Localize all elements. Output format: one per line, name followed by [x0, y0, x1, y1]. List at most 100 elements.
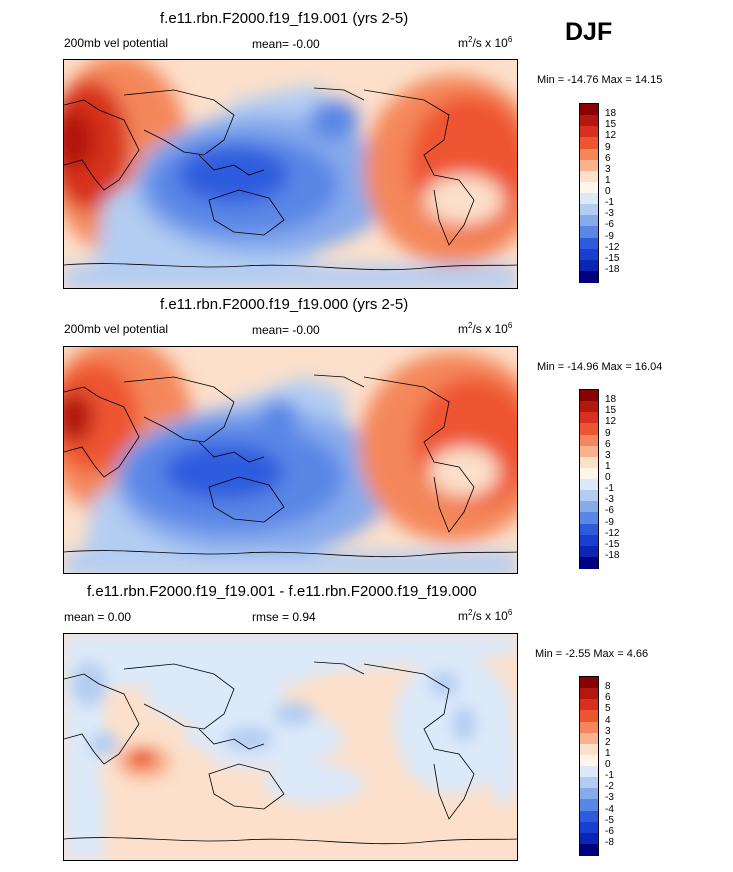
panel2-map — [63, 346, 518, 574]
colorbar-swatch — [580, 534, 598, 547]
colorbar-swatch — [580, 523, 598, 536]
colorbar-tick-label: -12 — [605, 241, 620, 253]
panel2-field-plot — [64, 347, 517, 573]
panel2-units: m2/s x 106 — [458, 321, 513, 336]
colorbar-tick-label: 4 — [605, 714, 611, 726]
panel3-mean-label: mean = 0.00 — [64, 610, 132, 624]
colorbar-tick-label: -5 — [605, 814, 614, 826]
panel2-coastlines — [64, 374, 517, 558]
colorbar-swatch — [580, 445, 598, 458]
colorbar-tick-label: 3 — [605, 163, 611, 175]
colorbar-swatch — [580, 777, 598, 789]
colorbar-tick-label: 0 — [605, 186, 611, 197]
colorbar-swatch — [580, 710, 598, 722]
colorbar-tick-label: 1 — [605, 460, 611, 472]
panel1-variable-label: 200mb vel potential — [64, 36, 169, 50]
panel1-units: m2/s x 106 — [458, 35, 513, 50]
colorbar-tick-label: 18 — [605, 394, 617, 406]
panel2-colorbar-swatches — [579, 389, 599, 569]
colorbar-tick-label: -18 — [605, 263, 620, 275]
colorbar-swatch — [580, 490, 598, 502]
colorbar-swatch — [580, 501, 598, 513]
panel1-coastlines — [64, 87, 517, 271]
panel1-title: f.e11.rbn.F2000.f19_f19.001 (yrs 2-5) — [160, 10, 409, 27]
colorbar-tick-label: -2 — [605, 781, 614, 793]
colorbar-swatch — [580, 688, 598, 700]
colorbar-swatch — [580, 215, 598, 227]
colorbar-tick-label: -12 — [605, 527, 620, 539]
panel1-map — [63, 59, 518, 289]
colorbar-swatch — [580, 270, 598, 283]
panel3-colorbar-swatches — [579, 676, 599, 856]
colorbar-tick-label: 12 — [605, 416, 617, 428]
colorbar-tick-label: -6 — [605, 825, 614, 837]
colorbar-swatch — [580, 226, 598, 238]
colorbar-tick-label: 6 — [605, 438, 611, 450]
panel1-field-plot — [64, 60, 517, 288]
panel2-mean-label: mean= -0.00 — [252, 323, 320, 337]
colorbar-swatch — [580, 799, 598, 811]
season-label: DJF — [565, 18, 613, 46]
colorbar-tick-label: 6 — [605, 152, 611, 164]
colorbar-swatch — [580, 832, 598, 845]
colorbar-tick-label: 0 — [605, 759, 611, 770]
colorbar-swatch — [580, 159, 598, 172]
colorbar-tick-label: 18 — [605, 108, 617, 120]
colorbar-tick-label: 9 — [605, 141, 611, 153]
panel3-coastlines — [64, 661, 517, 845]
panel3-title: f.e11.rbn.F2000.f19_f19.001 - f.e11.rbn.… — [87, 583, 477, 600]
colorbar-swatch — [580, 467, 598, 480]
colorbar-swatch — [580, 754, 598, 767]
colorbar-tick-label: -9 — [605, 230, 614, 242]
panel3-units: m2/s x 106 — [458, 608, 513, 623]
colorbar-tick-label: -1 — [605, 197, 614, 209]
colorbar-tick-label: 15 — [605, 405, 617, 417]
panel3-rmse-label: rmse = 0.94 — [252, 610, 316, 624]
colorbar-swatch — [580, 204, 598, 216]
colorbar-tick-label: 3 — [605, 725, 611, 737]
panel1-mean-label: mean= -0.00 — [252, 37, 320, 51]
colorbar-swatch — [580, 148, 598, 161]
colorbar-swatch — [580, 115, 598, 127]
colorbar-tick-label: -1 — [605, 770, 614, 782]
colorbar-swatch — [580, 181, 598, 194]
colorbar-tick-label: -6 — [605, 505, 614, 517]
colorbar-swatch — [580, 401, 598, 413]
colorbar-swatch — [580, 843, 598, 856]
colorbar-swatch — [580, 810, 598, 823]
colorbar-tick-label: -4 — [605, 803, 614, 815]
colorbar-swatch — [580, 126, 598, 138]
colorbar-tick-label: 2 — [605, 736, 611, 748]
colorbar-tick-label: 0 — [605, 472, 611, 483]
colorbar-swatch — [580, 556, 598, 569]
colorbar-swatch — [580, 412, 598, 424]
colorbar-tick-label: 12 — [605, 130, 617, 142]
colorbar-tick-label: 6 — [605, 692, 611, 704]
colorbar-tick-label: -18 — [605, 549, 620, 561]
colorbar-tick-label: 3 — [605, 449, 611, 461]
colorbar-swatch — [580, 390, 598, 402]
colorbar-swatch — [580, 456, 598, 469]
colorbar-tick-label: 9 — [605, 427, 611, 439]
panel1-minmax: Min = -14.76 Max = 14.15 — [537, 74, 663, 86]
colorbar-tick-label: -15 — [605, 538, 620, 550]
colorbar-tick-label: -15 — [605, 252, 620, 264]
colorbar-tick-label: -9 — [605, 516, 614, 528]
colorbar-tick-label: 15 — [605, 119, 617, 131]
colorbar-tick-label: -6 — [605, 219, 614, 231]
colorbar-swatch — [580, 104, 598, 116]
panel1-colorbar-swatches — [579, 103, 599, 283]
colorbar-swatch — [580, 766, 598, 778]
panel2-title: f.e11.rbn.F2000.f19_f19.000 (yrs 2-5) — [160, 296, 409, 313]
colorbar-swatch — [580, 137, 598, 149]
colorbar-tick-label: 1 — [605, 174, 611, 186]
colorbar-swatch — [580, 170, 598, 183]
panel3-field-plot — [64, 634, 517, 860]
panel3-minmax: Min = -2.55 Max = 4.66 — [535, 648, 649, 660]
panel2-variable-label: 200mb vel potential — [64, 322, 169, 336]
colorbar-tick-label: -3 — [605, 792, 614, 804]
colorbar-swatch — [580, 193, 598, 205]
colorbar-swatch — [580, 743, 598, 756]
colorbar-swatch — [580, 479, 598, 491]
colorbar-swatch — [580, 434, 598, 447]
